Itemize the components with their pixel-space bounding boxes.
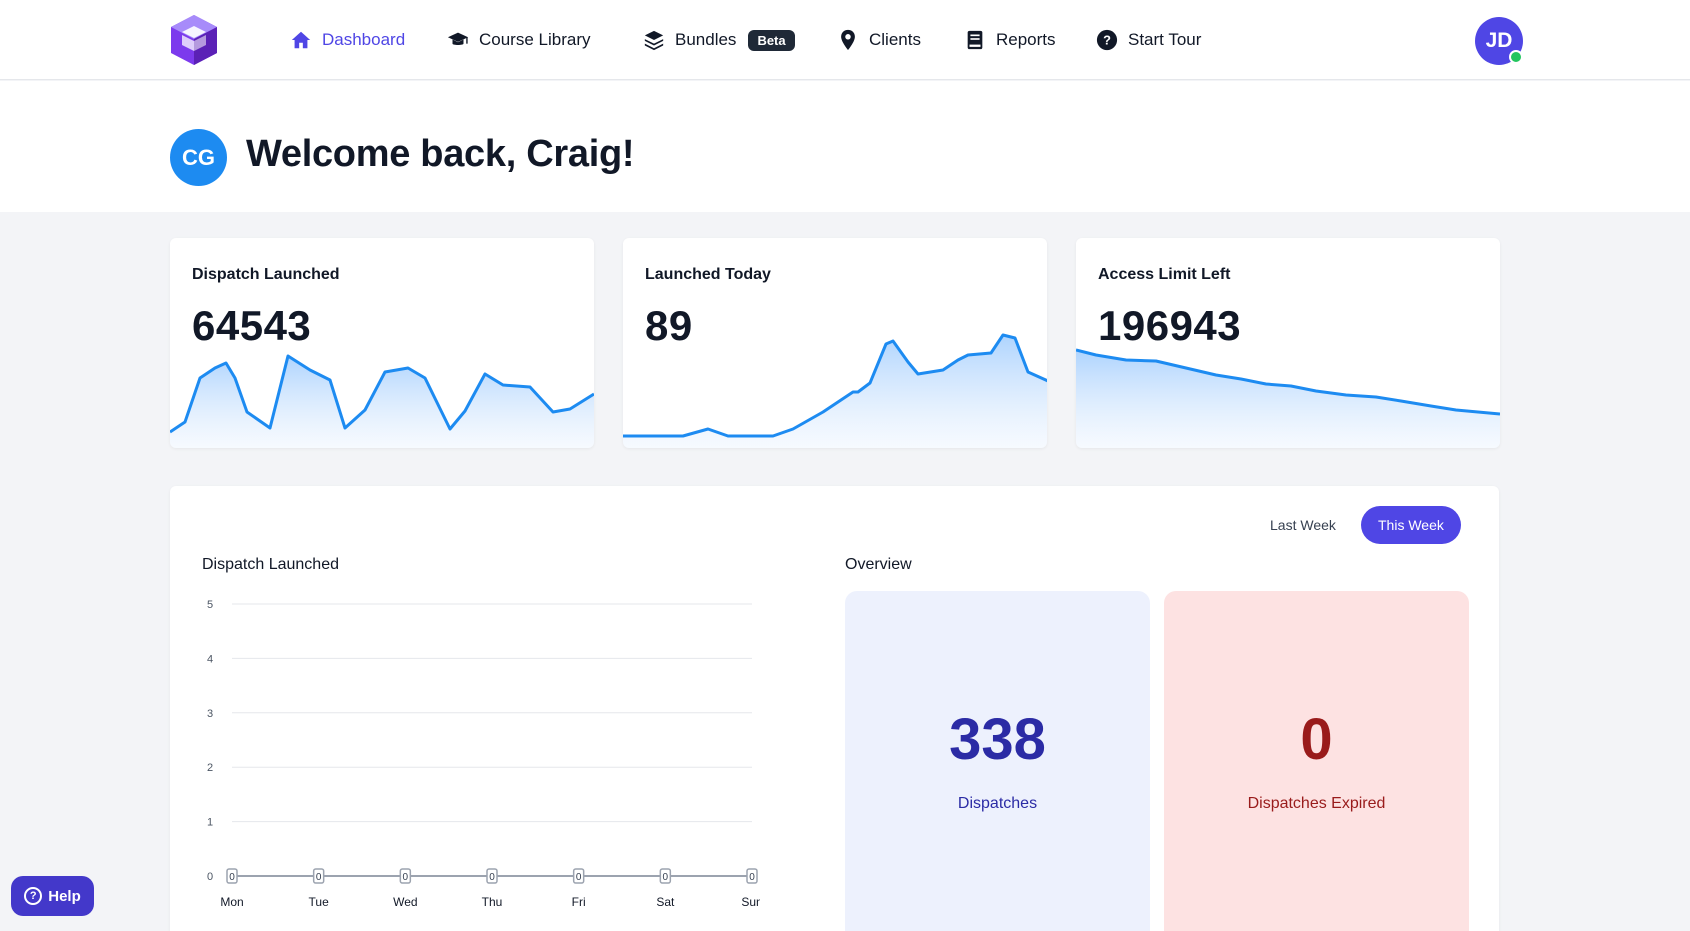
nav-dashboard[interactable]: Dashboard xyxy=(290,26,405,54)
question-icon: ? xyxy=(1096,29,1118,51)
x-tick-label: Tue xyxy=(309,895,330,909)
nav-start-tour[interactable]: ? Start Tour xyxy=(1096,26,1201,54)
data-point xyxy=(659,868,672,884)
dispatch-panel: Last Week This Week Dispatch Launched Ov… xyxy=(170,486,1499,931)
data-point xyxy=(312,868,325,884)
y-tick-label: 4 xyxy=(207,653,213,665)
top-nav: Dashboard Course Library Bundles Beta Cl… xyxy=(0,0,1690,80)
y-tick-label: 0 xyxy=(207,871,213,883)
data-point xyxy=(746,868,758,884)
help-label: Help xyxy=(48,887,81,905)
y-tick-label: 3 xyxy=(207,708,213,720)
help-icon: ? xyxy=(24,887,43,905)
svg-text:?: ? xyxy=(1103,33,1111,48)
nav-start-tour-label: Start Tour xyxy=(1128,30,1202,49)
nav-reports[interactable]: Reports xyxy=(964,26,1056,54)
map-pin-icon xyxy=(841,29,855,51)
nav-reports-label: Reports xyxy=(996,30,1056,49)
overview-value: 338 xyxy=(949,707,1046,772)
data-point xyxy=(226,868,238,884)
nav-clients[interactable]: Clients xyxy=(837,26,921,54)
data-label: 0 xyxy=(576,872,582,883)
x-tick-label: Thu xyxy=(482,895,503,909)
x-tick-label: Sat xyxy=(656,895,675,909)
chart-title: Dispatch Launched xyxy=(202,556,339,573)
overview-label: Dispatches Expired xyxy=(1247,795,1386,812)
data-point xyxy=(399,868,412,884)
graduation-cap-icon xyxy=(447,32,469,46)
sparkline-launched-today xyxy=(623,333,1047,448)
sparkline-dispatch-launched xyxy=(170,354,594,448)
layers-icon xyxy=(644,30,664,51)
this-week-button[interactable]: This Week xyxy=(1361,506,1461,544)
online-status-dot xyxy=(1509,50,1523,64)
overview-value: 0 xyxy=(1300,707,1333,772)
nav-clients-label: Clients xyxy=(869,30,921,49)
data-label: 0 xyxy=(489,872,495,883)
data-point xyxy=(572,868,585,884)
y-tick-label: 1 xyxy=(207,817,213,829)
dispatch-line-chart: 0 1 2 3 4 5 0 Mon 0 Tue 0 Wed 0 Thu 0 Fri 0 Sat 0 Sun xyxy=(207,599,760,909)
data-label: 0 xyxy=(663,872,669,883)
sparkline-access-limit-left xyxy=(1076,348,1500,448)
stat-value: 196943 xyxy=(1098,302,1242,349)
stat-value: 89 xyxy=(645,302,693,349)
nav-course-library[interactable]: Course Library xyxy=(447,26,591,54)
overview-card-dispatches: 338 Dispatches xyxy=(845,591,1150,931)
stat-card-launched-today: Launched Today 89 xyxy=(623,238,1047,448)
overview-card-dispatches-expired: 0 Dispatches Expired xyxy=(1164,591,1469,931)
x-tick-label: Mon xyxy=(220,895,243,909)
nav-bundles[interactable]: Bundles Beta xyxy=(643,26,795,54)
y-tick-label: 5 xyxy=(207,599,213,611)
stat-value: 64543 xyxy=(192,302,312,349)
data-label: 0 xyxy=(229,872,235,883)
home-icon xyxy=(291,31,311,49)
overview-title: Overview xyxy=(845,556,912,573)
stat-label: Launched Today xyxy=(645,266,771,283)
data-label: 0 xyxy=(749,872,755,883)
stat-label: Access Limit Left xyxy=(1098,266,1231,283)
app-logo[interactable] xyxy=(168,13,220,67)
welcome-avatar: CG xyxy=(170,129,227,186)
nav-course-library-label: Course Library xyxy=(479,30,591,49)
book-icon xyxy=(967,30,983,50)
stat-card-access-limit-left: Access Limit Left 196943 xyxy=(1076,238,1500,448)
x-tick-label: Sun xyxy=(741,895,760,909)
stat-card-dispatch-launched: Dispatch Launched 64543 xyxy=(170,238,594,448)
help-button[interactable]: ? Help xyxy=(11,876,94,916)
data-label: 0 xyxy=(316,872,322,883)
last-week-button[interactable]: Last Week xyxy=(1270,517,1336,533)
nav-dashboard-label: Dashboard xyxy=(322,30,406,49)
data-point xyxy=(486,868,498,884)
beta-badge: Beta xyxy=(748,29,795,51)
x-tick-label: Wed xyxy=(393,895,417,909)
data-label: 0 xyxy=(403,872,409,883)
welcome-header: CG Welcome back, Craig! xyxy=(0,81,1690,212)
stat-label: Dispatch Launched xyxy=(192,266,340,283)
x-tick-label: Fri xyxy=(572,895,586,909)
page-title: Welcome back, Craig! xyxy=(246,133,635,175)
y-tick-label: 2 xyxy=(207,762,213,774)
nav-bundles-label: Bundles xyxy=(675,30,737,49)
overview-label: Dispatches xyxy=(957,795,1038,812)
